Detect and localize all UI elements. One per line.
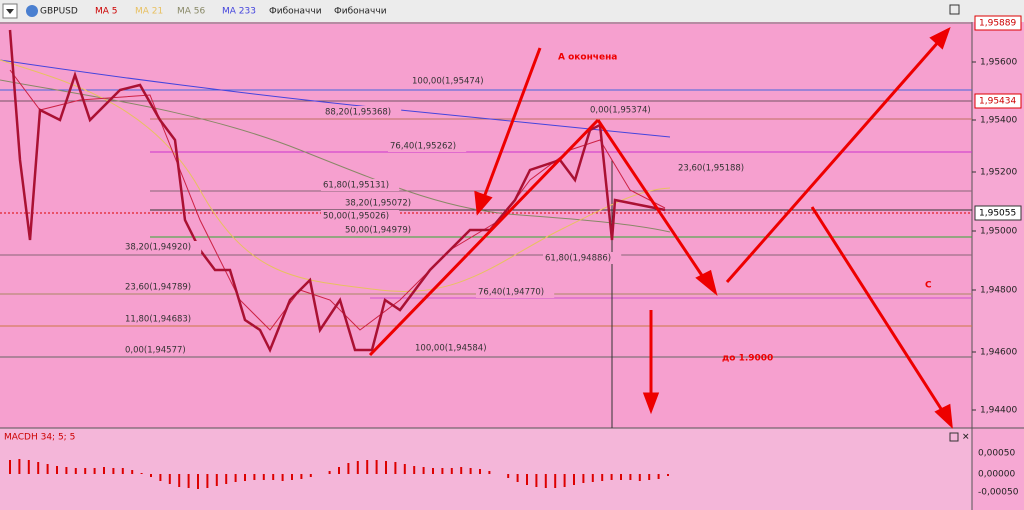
symbol[interactable]: GBPUSD xyxy=(40,7,78,17)
fib-lines xyxy=(0,89,972,428)
fib-label-bg xyxy=(123,313,202,325)
fib-label: 76,40(1,95262) xyxy=(390,142,456,152)
price-label: 1,95400 xyxy=(980,116,1017,126)
fib-label: 0,00(1,94577) xyxy=(125,346,186,356)
fib-label-bg xyxy=(588,104,661,116)
fib-label-bg xyxy=(543,252,622,264)
fib-label: 23,60(1,94789) xyxy=(125,283,191,293)
fib-label: 76,40(1,94770) xyxy=(478,288,544,298)
fib-label-bg xyxy=(410,75,494,87)
toolbar-item[interactable]: MA 56 xyxy=(177,7,206,17)
macd-axis-label: 0,00000 xyxy=(978,470,1015,480)
annotation: А окончена xyxy=(558,53,617,63)
price-badge xyxy=(974,93,1022,109)
toolbar xyxy=(0,0,1024,22)
fib-label-bg xyxy=(343,224,422,236)
fib-label: 100,00(1,95474) xyxy=(412,77,484,87)
price-badge-label: 1,95434 xyxy=(979,97,1016,107)
fib-label-bg xyxy=(343,197,422,209)
annotation-arrows xyxy=(368,26,953,429)
fib-label-bg xyxy=(323,106,402,118)
fib-label: 61,80(1,95131) xyxy=(323,181,389,191)
price-label: 1,95600 xyxy=(980,58,1017,68)
fib-label-bg xyxy=(321,210,400,222)
fib-label: 100,00(1,94584) xyxy=(415,344,487,354)
toolbar-item[interactable]: MA 233 xyxy=(222,7,256,17)
fib-label: 61,80(1,94886) xyxy=(545,254,611,264)
fib-label: 23,60(1,95188) xyxy=(678,164,744,174)
price-candles xyxy=(8,29,666,354)
symbol-icon xyxy=(26,5,38,17)
macd-axis-label: 0,00050 xyxy=(978,449,1015,459)
toolbar-item[interactable]: MA 5 xyxy=(95,7,118,17)
fib-label-bg xyxy=(123,281,202,293)
price-label: 1,94600 xyxy=(980,348,1017,358)
annotation: до 1.9000 xyxy=(722,354,773,364)
fib-label: 0,00(1,95374) xyxy=(590,106,651,116)
macd-axis-label: -0,00050 xyxy=(978,488,1019,498)
toolbar-item[interactable]: MA 21 xyxy=(135,7,163,17)
fib-label-bg xyxy=(476,286,555,298)
maximize-button[interactable] xyxy=(949,4,960,15)
fib-label-bg xyxy=(388,140,467,152)
fib-label-bg xyxy=(413,342,497,354)
annotation: C xyxy=(925,281,932,291)
toolbar-item[interactable]: Фибоначчи xyxy=(334,7,387,17)
fib-label-bg xyxy=(123,344,196,356)
fib-label: 38,20(1,95072) xyxy=(345,199,411,209)
macd-histogram xyxy=(9,459,669,489)
fib-label-bg xyxy=(123,241,202,253)
ma-21 xyxy=(0,59,671,292)
price-label: 1,94400 xyxy=(980,406,1017,416)
price-label: 1,95000 xyxy=(980,227,1017,237)
fib-label-bg xyxy=(676,162,755,174)
fib-label: 11,80(1,94683) xyxy=(125,315,191,325)
fib-label-bg xyxy=(321,179,400,191)
price-label: 1,94800 xyxy=(980,286,1017,296)
price-badge xyxy=(974,205,1022,221)
pane-maximize[interactable] xyxy=(949,432,959,442)
fib-label: 88,20(1,95368) xyxy=(325,108,391,118)
fib-label: 38,20(1,94920) xyxy=(125,243,191,253)
price-badge xyxy=(974,15,1022,31)
fib-label: 50,00(1,94979) xyxy=(345,226,411,236)
price-badge-label: 1,95055 xyxy=(979,209,1016,219)
toolbar-item[interactable]: Фибоначчи xyxy=(269,7,322,17)
price-label: 1,95200 xyxy=(980,168,1017,178)
price-badge-label: 1,95889 xyxy=(979,19,1016,29)
pane-close[interactable]: ✕ xyxy=(962,433,970,443)
fib-label: 50,00(1,95026) xyxy=(323,212,389,222)
macd-title: MACDH 34; 5; 5 xyxy=(4,433,75,443)
